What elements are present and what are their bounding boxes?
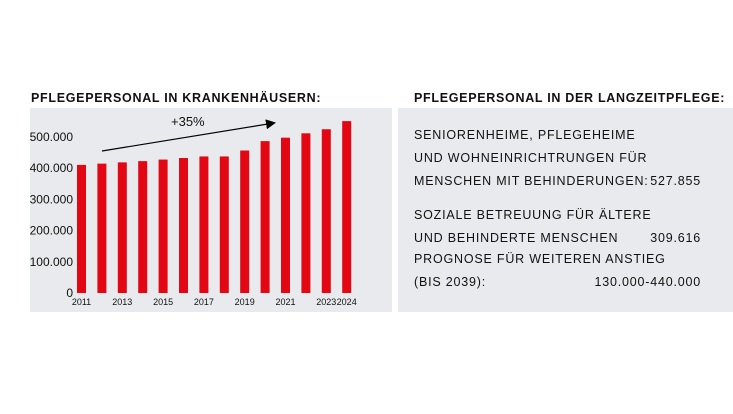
x-tick-label: 2024: [337, 297, 357, 307]
stat-row: (bis 2039): 130.000-440.000: [414, 275, 701, 289]
stat-row: Prognose für weiteren Anstieg: [414, 252, 701, 266]
stat-value: 309.616: [650, 231, 701, 245]
bar-2020: [260, 141, 270, 293]
stats-panel: Seniorenheime, Pflegeheime und Wohneinric…: [398, 108, 733, 312]
growth-annotation: +35%: [171, 114, 205, 129]
x-tick-label: 2015: [153, 297, 173, 307]
stat-label: Seniorenheime, Pflegeheime: [414, 128, 636, 142]
bar-2014: [138, 161, 148, 293]
bar-2019: [240, 150, 250, 293]
stat-label: und behinderte Menschen: [414, 231, 619, 245]
bar-chart: 0 100.000 200.000 300.000 400.000 500.000 201…: [30, 114, 357, 307]
stat-label: Prognose für weiteren Anstieg: [414, 252, 666, 266]
stat-value: 527.855: [650, 174, 701, 188]
stat-label: Menschen mit Behinderungen:: [414, 174, 649, 188]
left-heading: Pflegepersonal in Krankenhäusern:: [31, 91, 322, 105]
x-tick-label: 2013: [112, 297, 132, 307]
stat-row: und Wohneinrichtrungen für: [414, 151, 701, 165]
right-heading: Pflegepersonal in der Langzeitpflege:: [414, 91, 726, 105]
stat-row: und behinderte Menschen 309.616: [414, 231, 701, 245]
bar-2013: [117, 162, 127, 293]
y-tick-label: 500.000: [30, 130, 73, 144]
y-tick-label: 200.000: [30, 224, 73, 238]
bar-2023: [321, 129, 331, 293]
y-tick-label: 0: [66, 286, 73, 300]
stat-label: und Wohneinrichtrungen für: [414, 151, 648, 165]
bar-2015: [158, 159, 168, 293]
bar-2012: [97, 163, 107, 293]
stat-value: 130.000-440.000: [594, 275, 701, 289]
trend-arrow: [101, 119, 276, 152]
bar-2024: [342, 121, 352, 293]
stat-row: Soziale Betreuung für Ältere: [414, 208, 701, 222]
stat-label: Soziale Betreuung für Ältere: [414, 208, 652, 222]
bar-2022: [301, 133, 311, 293]
chart-panel: 0 100.000 200.000 300.000 400.000 500.000 201…: [30, 108, 392, 312]
x-tick-label: 2017: [194, 297, 214, 307]
x-tick-label: 2019: [235, 297, 255, 307]
x-tick-label: 2023: [316, 297, 336, 307]
stat-row: Seniorenheime, Pflegeheime: [414, 128, 701, 142]
x-tick-label: 2021: [275, 297, 295, 307]
y-tick-label: 300.000: [30, 192, 73, 206]
y-tick-label: 100.000: [30, 255, 73, 269]
stat-label: (bis 2039):: [414, 275, 487, 289]
bar-2018: [219, 156, 229, 293]
bar-2021: [281, 137, 290, 293]
y-tick-label: 400.000: [30, 161, 73, 175]
bar-2016: [179, 158, 188, 293]
bar-2011: [77, 164, 86, 293]
x-tick-label: 2011: [72, 297, 91, 307]
stat-row: Menschen mit Behinderungen: 527.855: [414, 174, 701, 188]
bar-2017: [199, 156, 209, 293]
